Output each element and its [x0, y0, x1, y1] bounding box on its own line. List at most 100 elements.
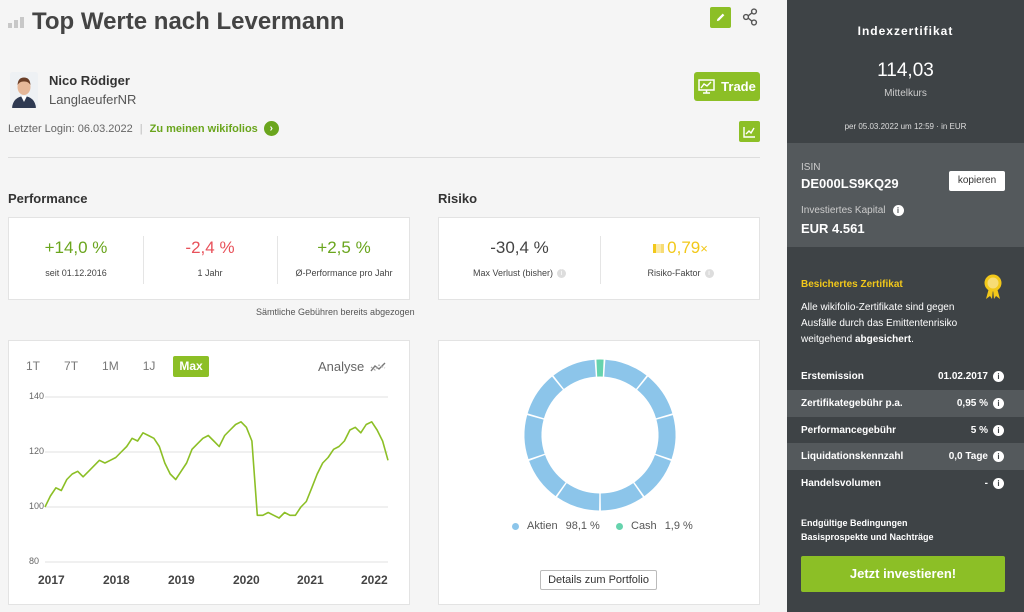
info-icon[interactable]: i [993, 451, 1004, 462]
info-icon[interactable]: i [993, 425, 1004, 436]
info-icon[interactable]: i [892, 205, 904, 216]
legend-swatch [616, 522, 623, 530]
analyse-label: Analyse [318, 359, 365, 374]
fact-label: Erstemission [801, 371, 864, 382]
y-tick-label: 80 [29, 556, 40, 566]
range-tab-1m[interactable]: 1M [102, 359, 119, 373]
login-row: Letzter Login: 06.03.2022 | Zu meinen wi… [8, 121, 279, 136]
bar-chart-icon [8, 16, 24, 28]
trader-name[interactable]: Nico Rödiger [49, 73, 130, 88]
fact-label: Zertifikategebühr p.a. [801, 398, 903, 409]
donut-slice-aktien [529, 454, 566, 497]
info-icon[interactable]: i [704, 269, 714, 279]
fact-value: 0,0 Tage [948, 451, 988, 462]
fact-label: Performancegebühr [801, 425, 897, 436]
fact-value: 5 % [970, 425, 988, 436]
fact-value: - [984, 478, 988, 489]
info-icon[interactable]: i [993, 398, 1004, 409]
range-tab-7t[interactable]: 7T [64, 359, 79, 373]
price: 114,03 [877, 60, 934, 81]
legend-item-aktien: Aktien 98,1 % [512, 520, 600, 532]
range-tab-1j[interactable]: 1J [142, 359, 156, 373]
share-icon[interactable] [742, 8, 758, 26]
x-tick-label: 2018 [103, 573, 130, 587]
secured-title: Besichertes Zertifikat [801, 279, 903, 290]
secured-text-bold: abgesichert [854, 334, 912, 345]
legend-label: Aktien [527, 520, 558, 532]
info-icon[interactable]: i [557, 269, 567, 279]
secured-text: Alle wikifolio-Zertifikate sind gegen Au… [801, 300, 991, 348]
arrow-right-icon[interactable]: › [263, 121, 279, 136]
final-terms-link[interactable]: Endgültige Bedingungen [801, 518, 908, 528]
x-tick-label: 2022 [361, 573, 388, 587]
metric-label: Risiko-Faktor i [600, 268, 761, 279]
donut-slice-aktien [553, 359, 597, 390]
range-tabs: 1T 7T 1M 1J Max [20, 356, 221, 377]
metric-value: +14,0 % [44, 238, 108, 257]
fact-value: 01.02.2017 [937, 371, 988, 382]
performance-avg-per-year: +2,5 % Ø-Performance pro Jahr [277, 218, 411, 300]
capital-value: EUR 4.561 [801, 221, 865, 236]
page-title: Top Werte nach Levermann [32, 8, 345, 35]
risk-card: -30,4 % Max Verlust (bisher) i 0,79× Risi… [438, 217, 760, 300]
metric-label: 1 Jahr [197, 268, 223, 278]
range-tab-max[interactable]: Max [173, 356, 209, 377]
fact-row-erstemission: Erstemission 01.02.2017 i [787, 363, 1024, 390]
certificate-sidebar: Indexzertifikat 114,03 Mittelkurs per 05… [787, 0, 1024, 612]
legend-item-cash: Cash 1,9 % [616, 520, 693, 532]
fact-row-handelsvolumen: Handelsvolumen - i [787, 470, 1024, 497]
portfolio-card [438, 340, 760, 605]
invest-button[interactable]: Jetzt investieren! [801, 556, 1005, 592]
info-icon[interactable]: i [993, 371, 1004, 382]
metric-label: seit 01.12.2016 [45, 268, 107, 278]
donut-slice-aktien [524, 415, 545, 460]
x-tick-label: 2020 [233, 573, 260, 587]
fact-row-zertifikategebuehr: Zertifikategebühr p.a. 0,95 % i [787, 390, 1024, 417]
capital-label: Investiertes Kapital i [801, 205, 904, 216]
separator [600, 236, 601, 284]
donut-slice-aktien [600, 482, 643, 511]
fact-label: Handelsvolumen [801, 478, 882, 489]
fee-note: Sämtliche Gebühren bereits abgezogen [256, 307, 415, 317]
metric-value: 0,79× [600, 238, 761, 258]
y-tick-label: 100 [29, 501, 45, 511]
performance-1y: -2,4 % 1 Jahr [143, 218, 277, 300]
risk-factor: 0,79× Risiko-Faktor i [600, 218, 761, 300]
sidebar-header: Indexzertifikat 114,03 Mittelkurs per 05… [787, 0, 1024, 142]
risk-factor-suffix: × [700, 241, 708, 256]
fact-row-liquidationskennzahl: Liquidationskennzahl 0,0 Tage i [787, 443, 1024, 470]
portfolios-link[interactable]: Zu meinen wikifolios [149, 122, 258, 135]
max-drawdown: -30,4 % Max Verlust (bisher) i [439, 218, 600, 300]
legend-value: 1,9 % [664, 520, 693, 532]
risk-gauge-icon [653, 244, 665, 253]
donut-slice-aktien [557, 482, 600, 511]
metric-label-text: Max Verlust (bisher) [472, 268, 554, 278]
title-row: Top Werte nach Levermann [8, 6, 345, 38]
trader-handle[interactable]: LanglaeuferNR [49, 92, 137, 107]
trade-button[interactable]: Trade [694, 72, 760, 101]
donut-slice-aktien [636, 376, 673, 419]
portfolio-details-button[interactable]: Details zum Portfolio [540, 570, 657, 590]
info-icon[interactable]: i [993, 478, 1004, 489]
metric-label: Max Verlust (bisher) i [439, 268, 600, 279]
isin-label: ISIN [801, 162, 821, 173]
metric-label-text: Risiko-Faktor [647, 268, 701, 278]
analyse-button[interactable]: Analyse [318, 359, 386, 374]
avatar[interactable] [10, 72, 38, 108]
y-tick-label: 140 [29, 391, 45, 401]
sidebar-title: Indexzertifikat [857, 24, 954, 38]
price-label: Mittelkurs [884, 88, 927, 99]
chart-compare-button[interactable] [739, 121, 760, 142]
trade-icon [698, 79, 715, 94]
legend-swatch [512, 522, 519, 530]
trade-label: Trade [721, 79, 756, 94]
isin-value: DE000LS9KQ29 [801, 176, 899, 191]
edit-button[interactable] [710, 7, 731, 28]
copy-isin-button[interactable]: kopieren [949, 171, 1005, 191]
range-tab-1t[interactable]: 1T [26, 359, 41, 373]
medal-icon [984, 274, 1002, 299]
risk-factor-value: 0,79 [667, 238, 701, 257]
legend-value: 98,1 % [565, 520, 600, 532]
prospectus-link[interactable]: Basisprospekte und Nachträge [801, 532, 934, 542]
performance-since-start: +14,0 % seit 01.12.2016 [9, 218, 143, 300]
